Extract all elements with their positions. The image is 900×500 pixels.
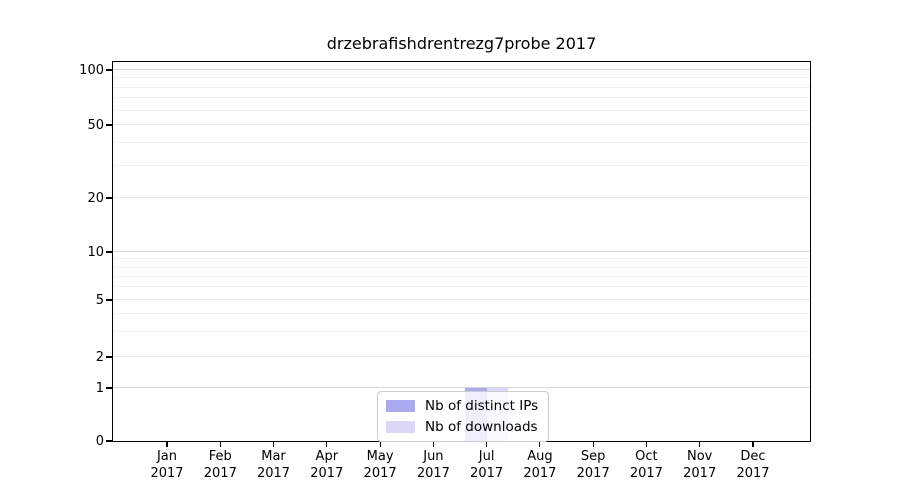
gridline-y-40 (113, 141, 810, 143)
gridline-y-4 (113, 312, 810, 314)
y-tick-label-100: 100 (79, 62, 104, 78)
x-tick-label-sep: Sep 2017 (561, 449, 625, 482)
x-tick-label-feb: Feb 2017 (188, 449, 252, 482)
x-label-month: Mar (261, 449, 286, 464)
x-tick-label-may: May 2017 (348, 449, 412, 482)
y-tick-label-10: 10 (87, 244, 104, 260)
y-tick-100 (106, 69, 113, 71)
gridline-y-30 (113, 164, 810, 166)
y-tick-1 (106, 387, 113, 389)
gridline-y-60 (113, 109, 810, 111)
x-tick-label-jan: Jan 2017 (135, 449, 199, 482)
gridline-y-80 (113, 86, 810, 88)
x-label-month: Jan (156, 449, 178, 464)
chart-title: drzebrafishdrentrezg7probe 2017 (326, 34, 597, 53)
x-tick-label-nov: Nov 2017 (668, 449, 732, 482)
x-label-month: Apr (315, 449, 339, 464)
x-label-year: 2017 (683, 465, 717, 481)
x-tick-may (379, 441, 381, 447)
y-tick-10 (106, 251, 113, 253)
x-tick-dec (752, 441, 754, 447)
y-tick-0 (106, 440, 113, 442)
x-label-month: Feb (208, 449, 232, 464)
y-tick-label-2: 2 (95, 349, 104, 365)
x-label-month: Sep (580, 449, 606, 464)
legend-swatch-distinct-ips (386, 400, 415, 412)
x-tick-label-dec: Dec 2017 (721, 449, 785, 482)
gridline-y-6 (113, 286, 810, 288)
x-label-year: 2017 (203, 465, 237, 481)
x-label-year: 2017 (150, 465, 184, 481)
y-tick-5 (106, 299, 113, 301)
gridline-y-9 (113, 258, 810, 260)
gridline-y-50 (113, 124, 810, 125)
legend-item-distinct-ips: Nb of distinct IPs (386, 399, 539, 413)
gridline-y-2 (113, 356, 810, 357)
gridline-y-5 (113, 299, 810, 300)
x-label-year: 2017 (310, 465, 344, 481)
x-tick-label-jul: Jul 2017 (455, 449, 519, 482)
x-tick-label-apr: Apr 2017 (295, 449, 359, 482)
x-label-month: Jul (478, 449, 495, 464)
plot-area (112, 61, 811, 442)
x-label-year: 2017 (736, 465, 770, 481)
x-tick-jun (432, 441, 434, 447)
y-tick-label-1: 1 (95, 380, 104, 396)
x-tick-mar (272, 441, 275, 447)
x-label-year: 2017 (363, 465, 397, 481)
gridline-y-7 (113, 275, 810, 277)
x-label-year: 2017 (470, 465, 504, 481)
x-tick-jul (486, 441, 488, 447)
gridline-y-20 (113, 197, 810, 198)
x-label-year: 2017 (629, 465, 663, 481)
legend-swatch-downloads (386, 421, 415, 433)
x-label-year: 2017 (416, 465, 450, 481)
x-tick-apr (326, 441, 328, 447)
gridline-y-8 (113, 266, 810, 268)
y-tick-label-20: 20 (87, 190, 104, 206)
x-label-month: Jun (423, 449, 444, 464)
gridline-y-100 (113, 69, 810, 70)
x-label-month: May (366, 449, 394, 464)
x-tick-label-oct: Oct 2017 (614, 449, 678, 482)
gridline-y-10 (113, 251, 810, 252)
gridline-y-90 (113, 77, 810, 79)
x-label-month: Aug (527, 449, 553, 464)
x-tick-nov (699, 441, 701, 447)
x-tick-oct (645, 441, 647, 447)
y-tick-label-50: 50 (87, 117, 104, 133)
x-tick-label-aug: Aug 2017 (508, 449, 572, 482)
y-tick-label-0: 0 (95, 433, 104, 449)
gridline-y-1 (113, 387, 810, 388)
y-tick-label-5: 5 (95, 292, 104, 308)
x-label-month: Oct (635, 449, 658, 464)
gridline-y-70 (113, 97, 810, 99)
x-tick-label-mar: Mar 2017 (242, 449, 306, 482)
gridline-y-3 (113, 330, 810, 332)
legend: Nb of distinct IPs Nb of downloads (377, 391, 549, 442)
x-label-month: Dec (740, 449, 766, 464)
x-label-year: 2017 (576, 465, 610, 481)
x-label-year: 2017 (256, 465, 291, 481)
x-tick-label-jun: Jun 2017 (401, 449, 465, 482)
legend-label-distinct-ips: Nb of distinct IPs (425, 398, 539, 414)
legend-label-downloads: Nb of downloads (425, 419, 538, 435)
y-tick-50 (106, 124, 113, 126)
x-tick-sep (592, 441, 594, 447)
y-tick-2 (106, 356, 113, 358)
y-tick-20 (106, 197, 113, 199)
x-tick-aug (539, 441, 541, 447)
x-tick-jan (166, 441, 168, 447)
legend-item-downloads: Nb of downloads (386, 420, 539, 434)
x-label-month: Nov (687, 449, 713, 464)
x-label-year: 2017 (523, 465, 557, 481)
x-tick-feb (219, 441, 221, 447)
